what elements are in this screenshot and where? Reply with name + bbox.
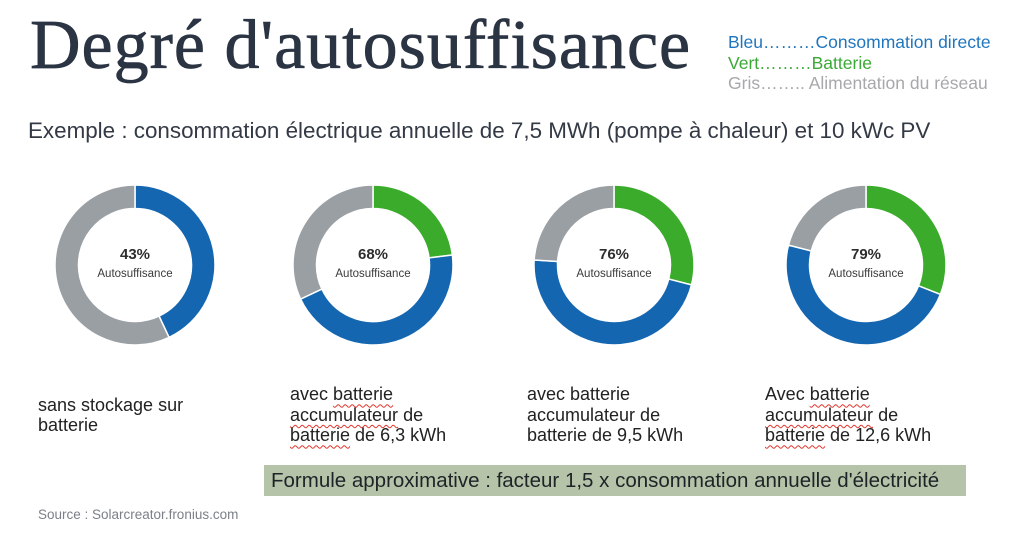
caption-chart-2: avec batterie accumulateur de batterie d… bbox=[290, 383, 446, 447]
donut-label: Autosuffisance bbox=[828, 268, 904, 280]
donut-percent: 43% bbox=[119, 246, 151, 263]
donut-chart-1: 43% Autosuffisance bbox=[50, 180, 220, 350]
legend-item-green: Vert………Batterie bbox=[728, 52, 872, 73]
caption-line: batterie de 9,5 kWh bbox=[527, 425, 684, 446]
donut-label: Autosuffisance bbox=[335, 268, 411, 280]
donut-chart-4: 79% Autosuffisance bbox=[781, 180, 951, 350]
legend: Bleu………Consommation directe Vert………Batte… bbox=[728, 32, 991, 94]
donut-svg bbox=[292, 184, 454, 346]
donut-percent: 68% bbox=[357, 246, 389, 263]
donut-segment bbox=[533, 259, 693, 346]
caption-line: batterie de 12,6 kWh bbox=[765, 425, 932, 446]
donut-label: Autosuffisance bbox=[97, 268, 173, 280]
formula-text: Formule approximative : facteur 1,5 x co… bbox=[271, 469, 940, 492]
caption-line: accumulateur de bbox=[765, 404, 899, 425]
caption-line: avec batterie bbox=[290, 384, 394, 405]
legend-item-gray: Gris…….. Alimentation du réseau bbox=[728, 73, 988, 93]
caption-line: batterie de 6,3 kWh bbox=[290, 425, 447, 446]
donut-segment bbox=[785, 244, 942, 346]
spellcheck-underline: batterie bbox=[290, 425, 351, 446]
spellcheck-underline: batterie bbox=[809, 384, 870, 405]
caption-line: accumulateur de bbox=[290, 404, 424, 425]
spellcheck-underline: batterie bbox=[333, 384, 394, 405]
donut-chart-3: 76% Autosuffisance bbox=[529, 180, 699, 350]
caption-line: sans stockage sur bbox=[38, 394, 184, 415]
spellcheck-underline: batterie bbox=[765, 425, 826, 446]
donut-svg bbox=[785, 184, 947, 346]
donut-svg bbox=[54, 184, 216, 346]
donut-segment bbox=[292, 184, 374, 301]
caption-line: avec batterie bbox=[527, 384, 631, 405]
subtitle: Exemple : consommation électrique annuel… bbox=[28, 118, 931, 143]
donut-chart-2: 68% Autosuffisance bbox=[288, 180, 458, 350]
donut-label: Autosuffisance bbox=[576, 268, 652, 280]
donut-segment bbox=[54, 184, 171, 346]
donut-percent: 76% bbox=[598, 246, 630, 263]
donut-percent: 79% bbox=[850, 246, 882, 263]
donut-segment bbox=[533, 184, 615, 263]
caption-line: accumulateur de bbox=[527, 404, 661, 425]
page-title: Degré d'autosuffisance bbox=[30, 7, 692, 84]
donut-segment bbox=[787, 184, 867, 252]
source-credit: Source : Solarcreator.fronius.com bbox=[38, 507, 239, 522]
spellcheck-underline: accumulateur bbox=[765, 404, 874, 425]
formula-banner: Formule approximative : facteur 1,5 x co… bbox=[264, 465, 966, 496]
spellcheck-underline: accumulateur bbox=[290, 404, 399, 425]
caption-line: batterie bbox=[38, 415, 99, 435]
caption-chart-4: Avec batterie accumulateur de batterie d… bbox=[765, 383, 931, 447]
caption-chart-3: avec batterie accumulateur de batterie d… bbox=[527, 383, 683, 447]
donut-svg bbox=[533, 184, 695, 346]
caption-chart-1: sans stockage sur batterie bbox=[38, 383, 183, 447]
caption-line: Avec batterie bbox=[765, 384, 870, 405]
legend-item-blue: Bleu………Consommation directe bbox=[728, 32, 991, 52]
donut-segment bbox=[299, 254, 454, 346]
